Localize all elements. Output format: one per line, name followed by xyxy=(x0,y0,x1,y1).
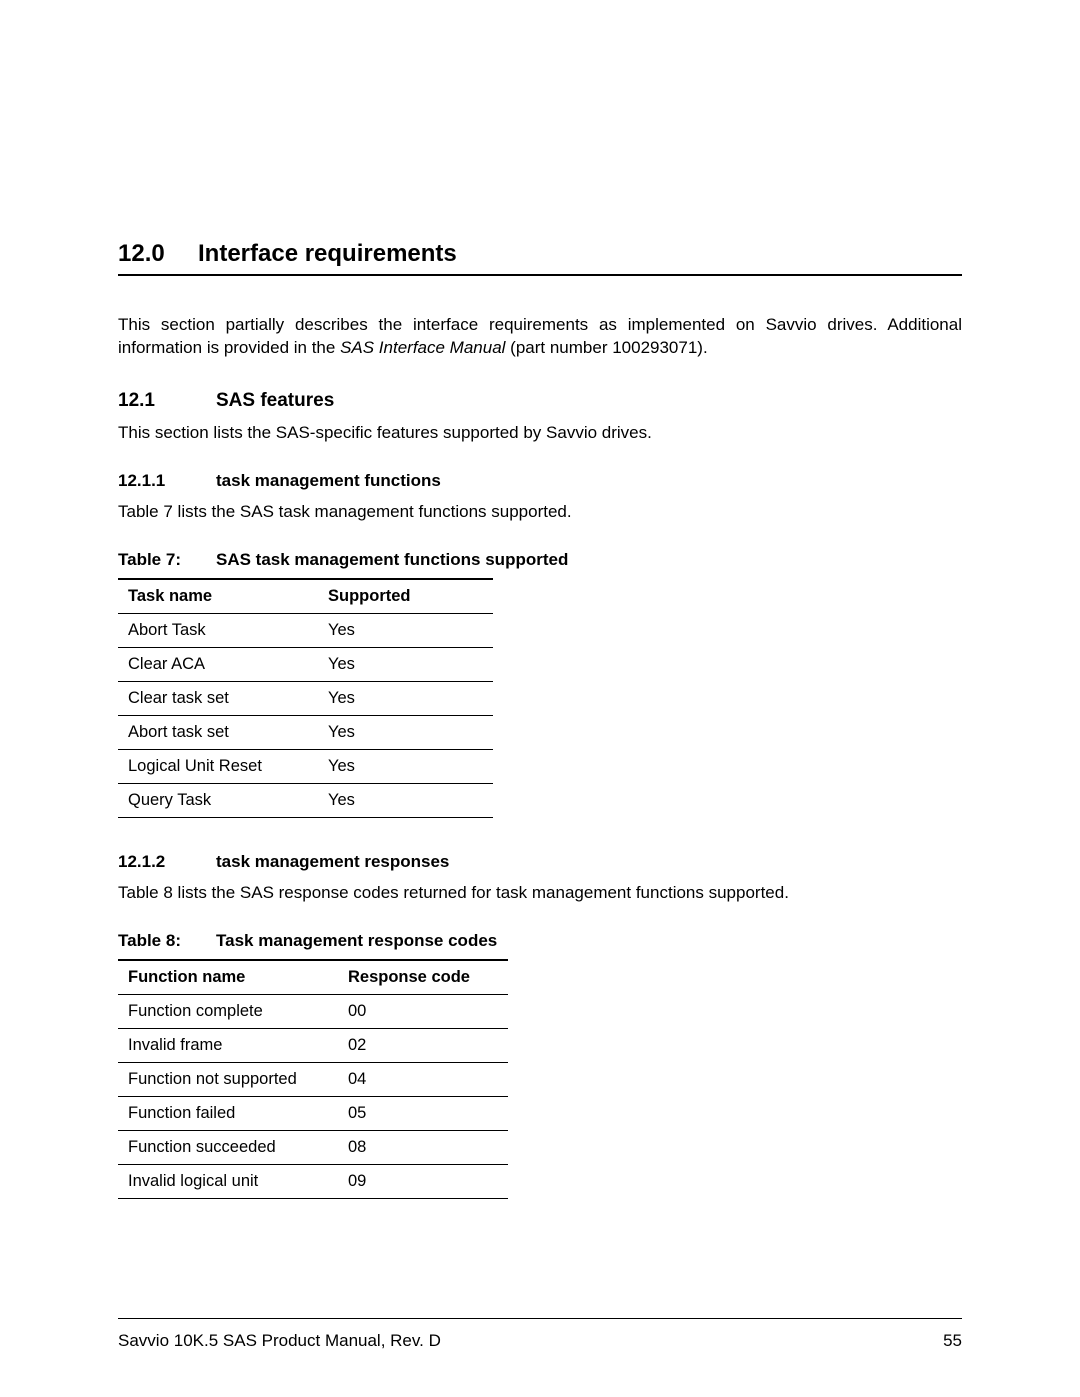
document-page: 12.0 Interface requirements This section… xyxy=(0,0,1080,1397)
table-header-cell: Response code xyxy=(338,960,508,995)
table-cell: Function failed xyxy=(118,1096,338,1130)
table-cell: 04 xyxy=(338,1062,508,1096)
section-12-1-2-title: task management responses xyxy=(216,852,449,872)
table-cell: Function not supported xyxy=(118,1062,338,1096)
table-cell: 02 xyxy=(338,1028,508,1062)
table-row: Function failed 05 xyxy=(118,1096,508,1130)
heading-number: 12.0 xyxy=(118,240,198,268)
table-cell: 09 xyxy=(338,1164,508,1198)
table-cell: 00 xyxy=(338,994,508,1028)
table-cell: Abort Task xyxy=(118,613,318,647)
table-cell: Invalid logical unit xyxy=(118,1164,338,1198)
section-12-1-1-body: Table 7 lists the SAS task management fu… xyxy=(118,501,962,524)
intro-paragraph: This section partially describes the int… xyxy=(118,314,962,360)
table-cell: Abort task set xyxy=(118,715,318,749)
section-12-1-1-title: task management functions xyxy=(216,471,441,491)
table-row: Clear task set Yes xyxy=(118,681,493,715)
table-header-cell: Function name xyxy=(118,960,338,995)
table-7-number: Table 7: xyxy=(118,550,216,570)
heading-title: Interface requirements xyxy=(198,240,457,268)
table-8-number: Table 8: xyxy=(118,931,216,951)
table-cell: Yes xyxy=(318,613,493,647)
section-12-1-body: This section lists the SAS-specific feat… xyxy=(118,422,962,445)
table-cell: Query Task xyxy=(118,783,318,817)
table-row: Logical Unit Reset Yes xyxy=(118,749,493,783)
table-row: Invalid logical unit 09 xyxy=(118,1164,508,1198)
table-cell: 08 xyxy=(338,1130,508,1164)
table-7: Task name Supported Abort Task Yes Clear… xyxy=(118,578,493,818)
main-heading: 12.0 Interface requirements xyxy=(118,240,962,276)
table-8-caption: Table 8: Task management response codes xyxy=(118,931,962,951)
table-header-row: Function name Response code xyxy=(118,960,508,995)
page-number: 55 xyxy=(943,1331,962,1351)
table-8: Function name Response code Function com… xyxy=(118,959,508,1199)
table-cell: Invalid frame xyxy=(118,1028,338,1062)
table-cell: Clear ACA xyxy=(118,647,318,681)
table-cell: 05 xyxy=(338,1096,508,1130)
table-7-caption: Table 7: SAS task management functions s… xyxy=(118,550,962,570)
table-row: Clear ACA Yes xyxy=(118,647,493,681)
intro-text-2: (part number 100293071). xyxy=(505,338,707,357)
footer-title: Savvio 10K.5 SAS Product Manual, Rev. D xyxy=(118,1331,441,1351)
section-12-1-1-number: 12.1.1 xyxy=(118,471,216,491)
table-cell: Yes xyxy=(318,749,493,783)
table-cell: Logical Unit Reset xyxy=(118,749,318,783)
section-12-1-heading: 12.1 SAS features xyxy=(118,390,962,412)
section-12-1-number: 12.1 xyxy=(118,390,216,412)
table-row: Invalid frame 02 xyxy=(118,1028,508,1062)
section-12-1-title: SAS features xyxy=(216,390,334,412)
table-cell: Yes xyxy=(318,783,493,817)
table-header-row: Task name Supported xyxy=(118,579,493,614)
section-12-1-1-heading: 12.1.1 task management functions xyxy=(118,471,962,491)
table-row: Function succeeded 08 xyxy=(118,1130,508,1164)
table-cell: Yes xyxy=(318,715,493,749)
table-7-title: SAS task management functions supported xyxy=(216,550,568,570)
table-row: Function not supported 04 xyxy=(118,1062,508,1096)
table-8-title: Task management response codes xyxy=(216,931,497,951)
table-header-cell: Task name xyxy=(118,579,318,614)
table-row: Query Task Yes xyxy=(118,783,493,817)
table-row: Function complete 00 xyxy=(118,994,508,1028)
intro-italic: SAS Interface Manual xyxy=(340,338,505,357)
page-footer: Savvio 10K.5 SAS Product Manual, Rev. D … xyxy=(118,1318,962,1351)
section-12-1-2-number: 12.1.2 xyxy=(118,852,216,872)
table-cell: Yes xyxy=(318,647,493,681)
table-header-cell: Supported xyxy=(318,579,493,614)
table-cell: Clear task set xyxy=(118,681,318,715)
section-12-1-2-body: Table 8 lists the SAS response codes ret… xyxy=(118,882,962,905)
table-row: Abort task set Yes xyxy=(118,715,493,749)
table-cell: Function complete xyxy=(118,994,338,1028)
section-12-1-2-heading: 12.1.2 task management responses xyxy=(118,852,962,872)
table-cell: Yes xyxy=(318,681,493,715)
table-row: Abort Task Yes xyxy=(118,613,493,647)
table-cell: Function succeeded xyxy=(118,1130,338,1164)
